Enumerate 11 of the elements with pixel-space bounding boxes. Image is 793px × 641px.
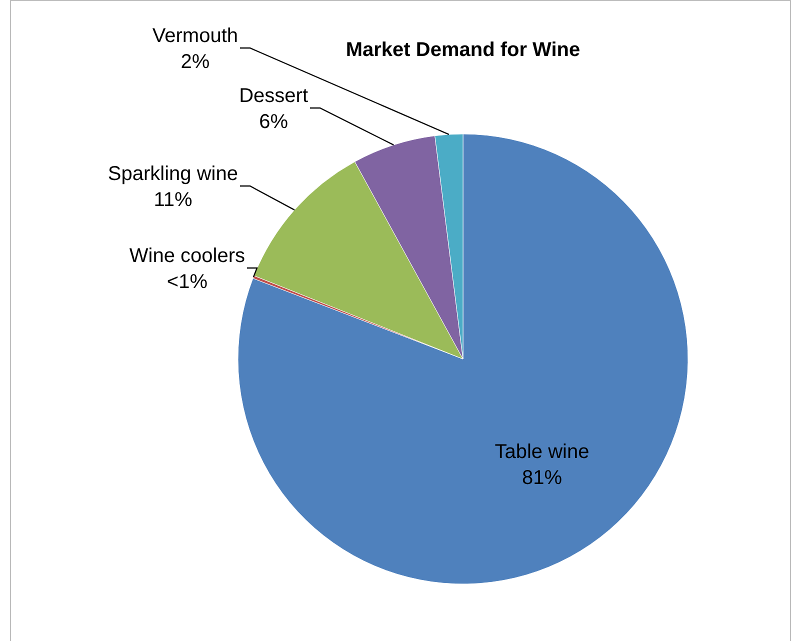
slice-label: Table wine [494,440,590,463]
data-label: 11% [154,189,192,211]
data-label: 6% [259,111,288,133]
slice-label: Wine coolers [129,245,245,267]
slice-label: Sparkling wine [108,163,238,185]
slice-label: Dessert [239,85,308,107]
slice-label: Vermouth [152,25,238,47]
data-label: 81% [522,466,562,489]
text: Market Demand for Wine [346,39,580,61]
data-label: 2% [180,51,210,73]
data-label: <1% [166,271,208,293]
